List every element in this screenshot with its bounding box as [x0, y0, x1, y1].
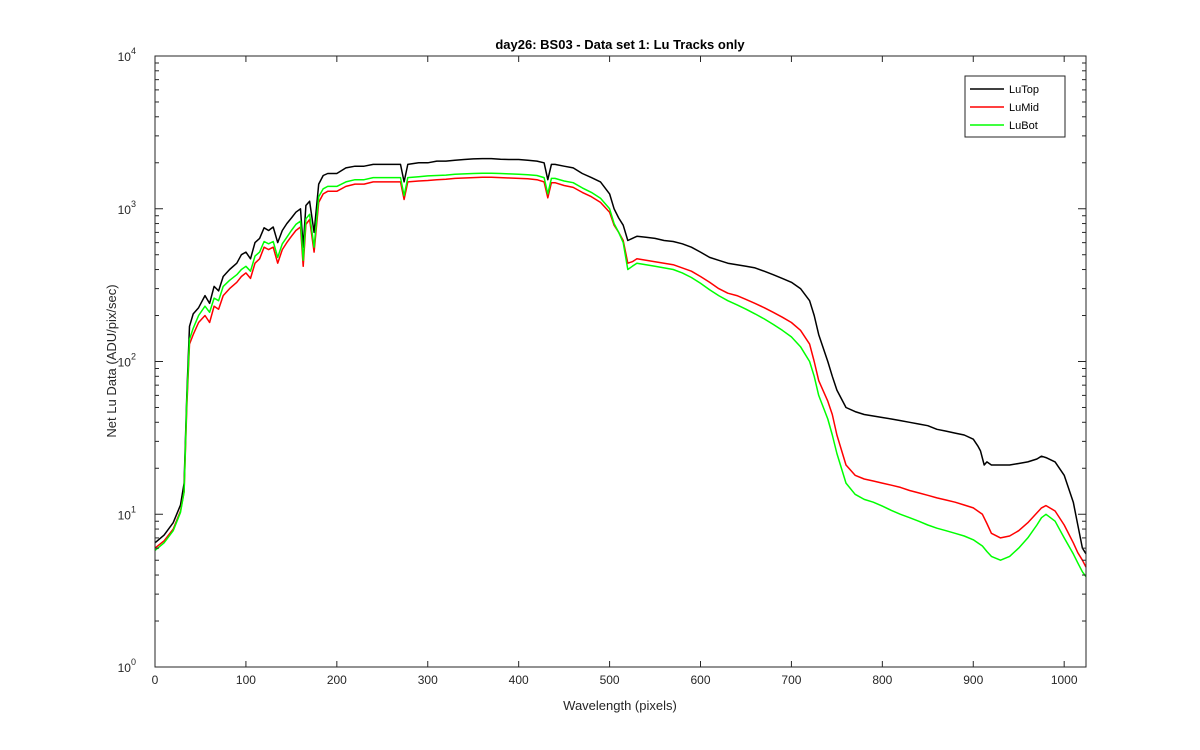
- y-tick-base: 10: [118, 508, 132, 522]
- x-tick-label: 600: [690, 673, 710, 687]
- y-tick-base: 10: [118, 661, 132, 675]
- legend: LuTop LuMid LuBot: [964, 75, 1066, 138]
- y-tick-base: 10: [118, 203, 132, 217]
- x-axis-ticks: 0 100 200 300 400 500 600 700 800 900 1000: [152, 56, 1078, 687]
- x-tick-label: 900: [963, 673, 983, 687]
- y-tick-exponent: 4: [131, 46, 136, 56]
- x-tick-label: 1000: [1051, 673, 1078, 687]
- y-tick-label: 101: [118, 504, 136, 522]
- plot-area: [155, 56, 1086, 667]
- series-line-lubot: [154, 172, 1087, 578]
- y-tick-base: 10: [118, 356, 132, 370]
- x-tick-label: 800: [872, 673, 892, 687]
- y-tick-label: 100: [118, 657, 136, 675]
- y-axis-label: Net Lu Data (ADU/pix/sec): [104, 284, 119, 437]
- y-tick-label: 102: [118, 352, 136, 370]
- x-tick-label: 200: [327, 673, 347, 687]
- x-tick-label: 100: [236, 673, 256, 687]
- series-line-lumid: [154, 176, 1087, 568]
- series-line-lutop: [154, 157, 1087, 555]
- x-tick-label: 300: [418, 673, 438, 687]
- y-tick-label: 103: [118, 199, 136, 217]
- chart-title: day26: BS03 - Data set 1: Lu Tracks only: [495, 37, 745, 52]
- x-tick-label: 400: [509, 673, 529, 687]
- x-tick-label: 0: [152, 673, 159, 687]
- y-tick-exponent: 3: [131, 199, 136, 209]
- x-tick-label: 500: [600, 673, 620, 687]
- x-tick-label: 700: [781, 673, 801, 687]
- series-layer: [154, 157, 1087, 578]
- legend-label-lutop: LuTop: [1009, 84, 1039, 96]
- y-tick-exponent: 0: [131, 657, 136, 667]
- y-tick-base: 10: [118, 50, 132, 64]
- y-tick-exponent: 2: [131, 352, 136, 362]
- x-axis-label: Wavelength (pixels): [563, 698, 677, 713]
- legend-label-lubot: LuBot: [1009, 120, 1038, 132]
- y-tick-label: 104: [118, 46, 136, 64]
- y-tick-exponent: 1: [131, 504, 136, 514]
- legend-label-lumid: LuMid: [1009, 102, 1039, 114]
